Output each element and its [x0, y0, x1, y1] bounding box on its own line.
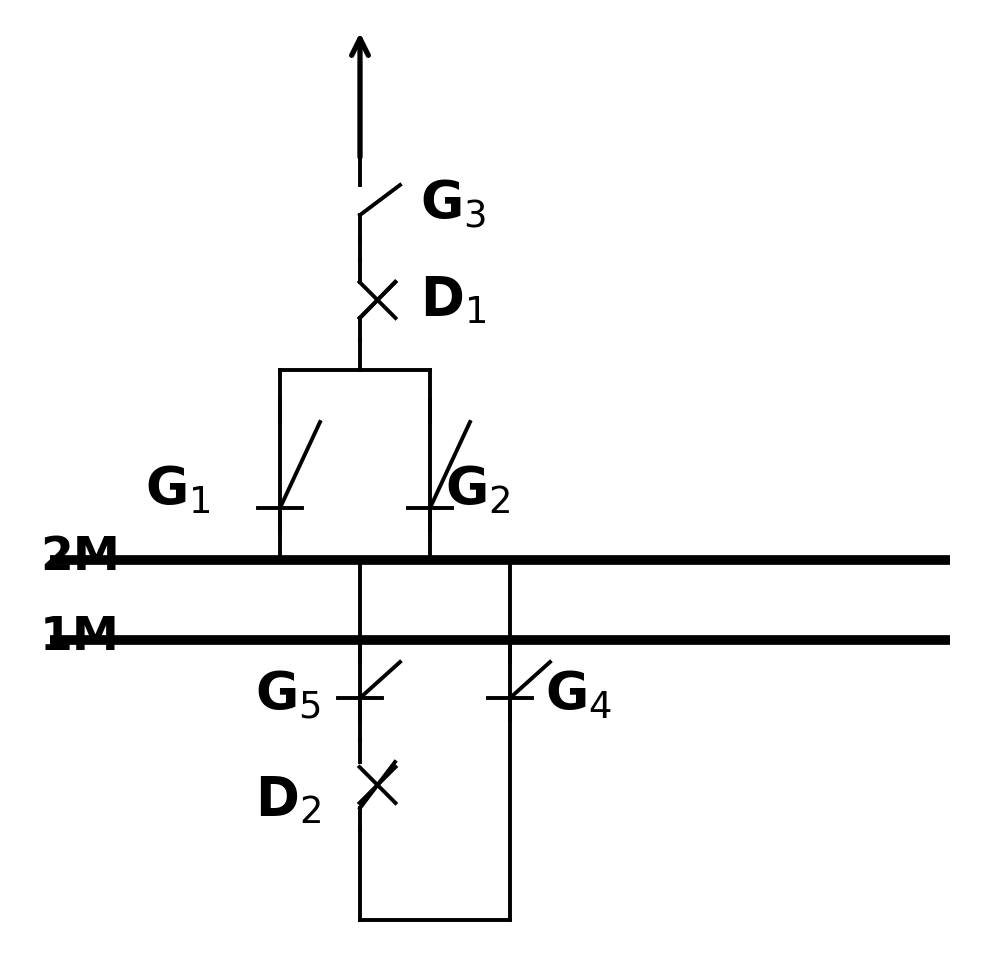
Text: D$_1$: D$_1$ [420, 274, 486, 326]
Text: G$_3$: G$_3$ [420, 179, 486, 232]
Text: D$_2$: D$_2$ [255, 774, 321, 826]
Text: G$_4$: G$_4$ [545, 668, 612, 721]
Text: G$_5$: G$_5$ [255, 668, 321, 721]
Text: G$_1$: G$_1$ [145, 464, 211, 517]
Text: G$_2$: G$_2$ [445, 464, 511, 517]
Text: 2M: 2M [40, 535, 120, 580]
Text: 1M: 1M [40, 616, 120, 660]
